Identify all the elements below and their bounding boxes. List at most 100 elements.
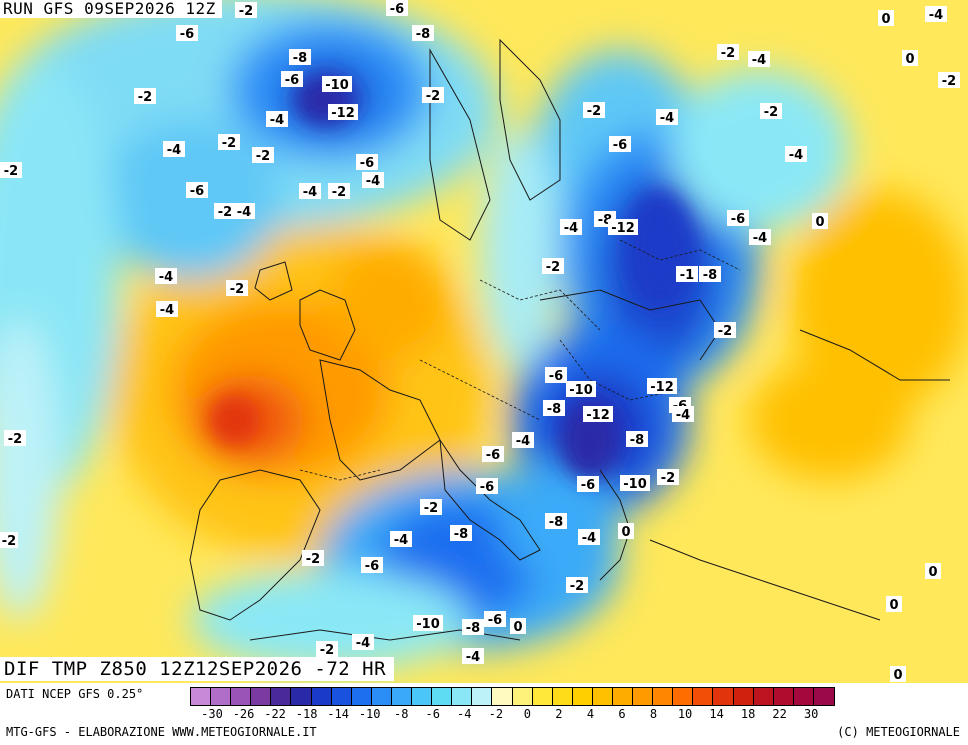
svg-text:-12: -12 xyxy=(331,106,355,121)
contour-label-55: -10 xyxy=(620,475,650,492)
svg-text:-8: -8 xyxy=(547,402,561,417)
contour-label-3: -6 xyxy=(281,71,303,88)
colorbar-tick-label: -4 xyxy=(457,707,472,721)
contour-label-43: -2 xyxy=(542,258,564,275)
contour-label-38: -4 xyxy=(749,229,771,246)
colorbar-cell xyxy=(432,688,453,705)
svg-text:-6: -6 xyxy=(613,138,627,153)
svg-text:-6: -6 xyxy=(360,156,374,171)
colorbar-cell xyxy=(512,688,533,705)
svg-text:-6: -6 xyxy=(190,184,204,199)
contour-label-52: -8 xyxy=(626,431,648,448)
contour-label-22: -2 xyxy=(226,280,248,297)
svg-text:-4: -4 xyxy=(752,53,766,68)
contour-label-78: -2 xyxy=(4,430,26,447)
colorbar-tick-label: 8 xyxy=(649,707,658,721)
colorbar-cell xyxy=(612,688,634,705)
svg-text:-4: -4 xyxy=(356,636,370,651)
svg-text:-4: -4 xyxy=(564,221,578,236)
data-source-label: DATI NCEP GFS 0.25° xyxy=(6,687,144,701)
colorbar-cell xyxy=(351,688,372,705)
contour-labels: -6 -8 -6 -10 -12 -8 -6 -2 -4 -2 -4 -2 -6… xyxy=(0,0,960,683)
svg-text:-8: -8 xyxy=(416,27,430,42)
colorbar-tick-label: -10 xyxy=(358,707,381,721)
svg-text:-6: -6 xyxy=(549,369,563,384)
contour-label-11: -4 xyxy=(163,141,185,158)
contour-label-12: -2 xyxy=(218,134,240,151)
colorbar xyxy=(190,687,835,706)
contour-label-28: -2 xyxy=(938,72,960,89)
colorbar-tick-label: -6 xyxy=(425,707,440,721)
svg-text:-8: -8 xyxy=(630,433,644,448)
contour-label-30: -2 xyxy=(583,102,605,119)
svg-text:-4: -4 xyxy=(159,270,173,285)
svg-text:-2: -2 xyxy=(306,552,320,567)
contour-label-16: -6 xyxy=(186,182,208,199)
map-svg: -6 -8 -6 -10 -12 -8 -6 -2 -4 -2 -4 -2 -6… xyxy=(0,0,968,683)
svg-text:-6: -6 xyxy=(581,478,595,493)
svg-text:-6: -6 xyxy=(390,2,404,17)
svg-text:-6: -6 xyxy=(480,480,494,495)
svg-text:-12: -12 xyxy=(586,408,610,423)
svg-text:-4: -4 xyxy=(160,303,174,318)
svg-text:-4: -4 xyxy=(366,174,380,189)
contour-label-13: -6 xyxy=(356,154,378,171)
svg-text:-12: -12 xyxy=(650,380,674,395)
colorbar-cell xyxy=(331,688,352,705)
svg-text:-4: -4 xyxy=(167,143,181,158)
svg-text:-8: -8 xyxy=(454,527,468,542)
colorbar-cell xyxy=(733,688,754,705)
svg-text:-2: -2 xyxy=(426,89,440,104)
svg-text:0: 0 xyxy=(928,565,937,580)
svg-text:-2: -2 xyxy=(718,324,732,339)
colorbar-cell xyxy=(412,688,433,705)
contour-label-10: -2 xyxy=(422,87,444,104)
colorbar-tick-label: 0 xyxy=(523,707,531,721)
contour-label-63: -4 xyxy=(390,531,412,548)
contour-label-53: -6 xyxy=(482,446,504,463)
svg-text:-2: -2 xyxy=(239,4,253,19)
svg-text:-2: -2 xyxy=(424,501,438,516)
colorbar-tick-label: 2 xyxy=(555,707,563,721)
contour-label-61: -2 xyxy=(420,499,442,516)
contour-label-71: -2 xyxy=(316,641,338,658)
contour-label-15: -2 xyxy=(252,147,274,164)
colorbar-tick-label: 22 xyxy=(772,707,787,721)
contour-label-31: -4 xyxy=(656,109,678,126)
contour-label-64: -6 xyxy=(361,557,383,574)
contour-label-80: -2 xyxy=(302,550,324,567)
credit-left: MTG-GFS - ELABORAZIONE WWW.METEOGIORNALE… xyxy=(6,725,317,739)
svg-text:-6: -6 xyxy=(731,212,745,227)
svg-text:-6: -6 xyxy=(365,559,379,574)
borders xyxy=(299,239,741,481)
svg-text:0: 0 xyxy=(513,620,522,635)
svg-text:-2: -2 xyxy=(138,90,152,105)
colorbar-tick-label: 4 xyxy=(586,707,595,721)
colorbar-tick-label: -14 xyxy=(327,707,349,721)
contour-label-25: -4 xyxy=(925,6,947,23)
svg-text:-1: -1 xyxy=(680,268,694,283)
contour-label-39: 0 xyxy=(812,213,828,230)
contour-label-20: -2 xyxy=(328,183,350,200)
svg-text:-4: -4 xyxy=(516,434,530,449)
contour-label-76: 0 xyxy=(890,666,906,683)
colorbar-cell xyxy=(633,688,654,705)
colorbar-tick-label: -18 xyxy=(295,707,318,721)
svg-text:-2: -2 xyxy=(256,149,270,164)
contour-label-46: -12 xyxy=(647,378,677,395)
colorbar-cell xyxy=(532,688,553,705)
svg-text:-10: -10 xyxy=(623,477,647,492)
colorbar-cell xyxy=(753,688,774,705)
colorbar-cell xyxy=(371,688,392,705)
contour-label-73: -4 xyxy=(156,301,178,318)
svg-text:0: 0 xyxy=(893,668,902,683)
svg-text:-10: -10 xyxy=(416,617,440,632)
contour-label-18: -4 xyxy=(233,203,255,220)
credit-right: (C) METEOGIORNALE xyxy=(837,725,960,739)
colorbar-cell xyxy=(793,688,814,705)
run-title: RUN GFS 09SEP2026 12Z xyxy=(0,0,222,18)
colorbar-tick-label: -30 xyxy=(201,707,223,721)
contour-label-7: -6 xyxy=(386,0,408,17)
svg-text:-2: -2 xyxy=(2,534,16,549)
